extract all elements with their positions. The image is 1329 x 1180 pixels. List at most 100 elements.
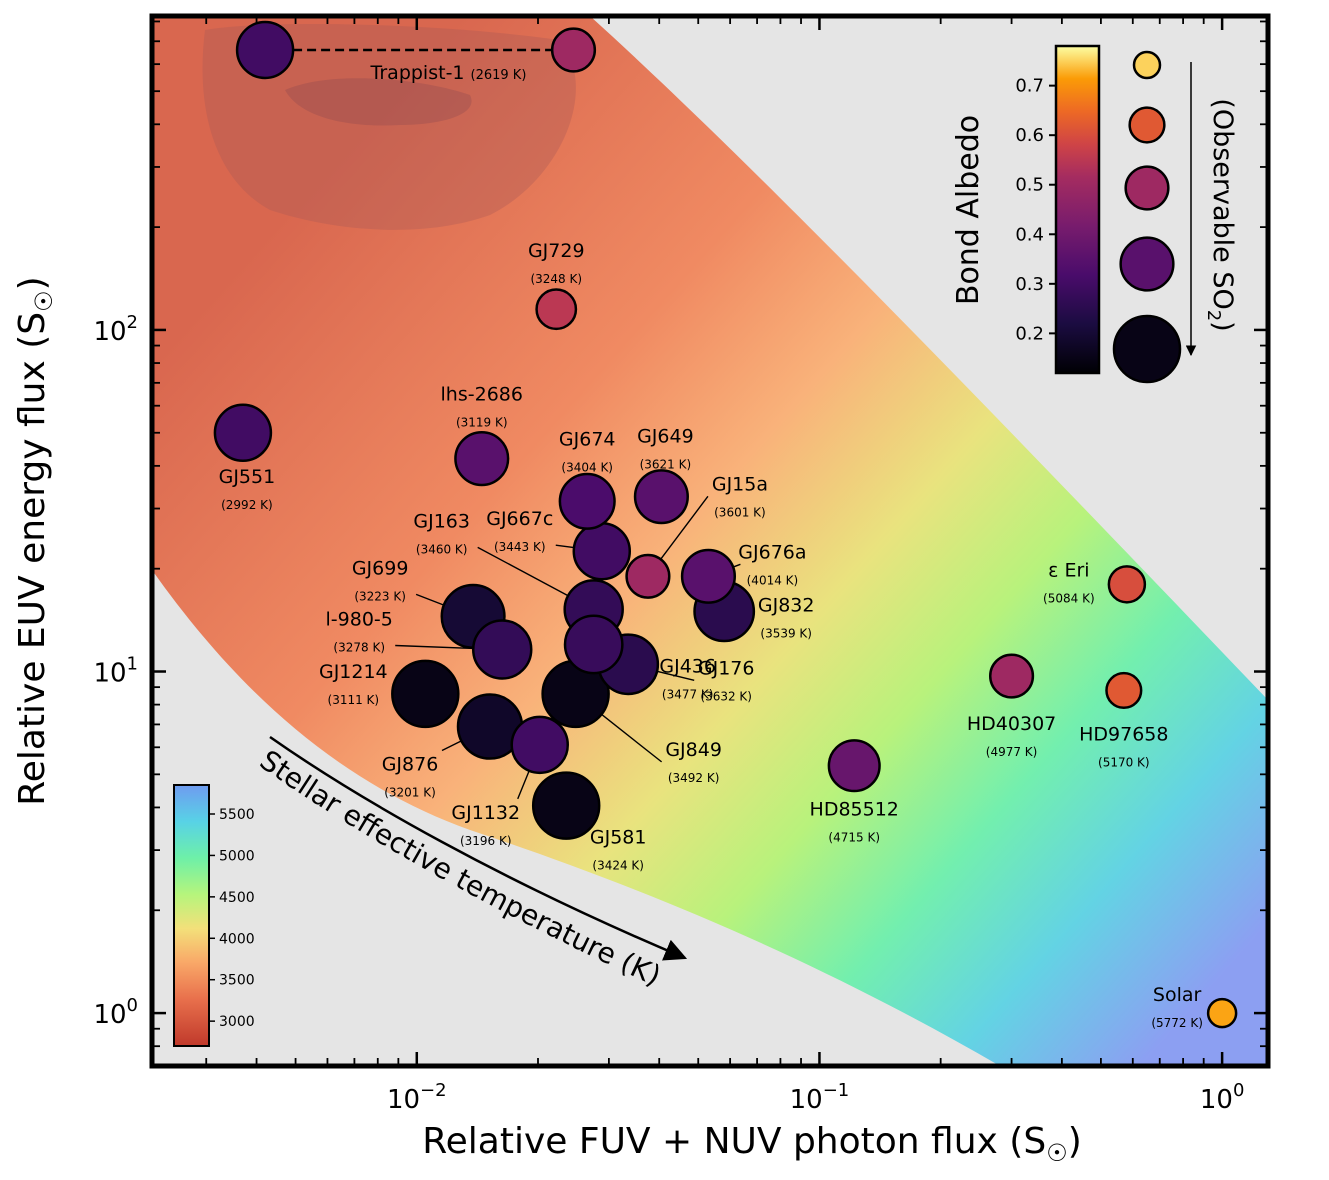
star-label-gj699: GJ699	[352, 557, 409, 579]
star-label-gj163: GJ163	[413, 510, 470, 532]
albedo-colorbar-gradient	[1054, 44, 1101, 375]
star-label-gj849: GJ849	[665, 739, 722, 761]
temperature-tick-label: 3500	[219, 973, 255, 989]
temperature-arrow	[269, 735, 688, 961]
albedo-colorbar: 0.2 0.3 0.4 0.5 0.6 0.7 Bond Albedo	[951, 44, 1101, 375]
star-label-lhs-2686: lhs-2686	[441, 384, 523, 406]
star-marker-solar	[1206, 997, 1238, 1029]
star-temp-gj15a: (3601 K)	[714, 505, 766, 519]
plot-frame	[149, 13, 1271, 1069]
x-tick-label: 100	[1200, 1080, 1245, 1115]
star-label-gj832: GJ832	[758, 594, 815, 616]
so2-legend-marker	[1128, 106, 1166, 144]
star-temp-l-980-5: (3278 K)	[333, 640, 385, 654]
temperature-tick-label: 4000	[219, 931, 255, 947]
star-label-gj674: GJ674	[559, 428, 616, 450]
star-label-hd40307: HD40307	[967, 713, 1056, 735]
star-marker-hd85512	[827, 739, 881, 793]
leader-gj876	[441, 740, 462, 752]
axis-ticks: 10−2 10−1 100 100 101 102	[93, 16, 1268, 1115]
temperature-tick-label: 4500	[219, 890, 255, 906]
x-tick-label: 10−1	[790, 1080, 850, 1115]
star-temp-gj1132: (3196 K)	[460, 834, 512, 848]
so2-legend-label: (Observable SO2)	[1203, 98, 1238, 331]
star-temp-ε-eri: (5084 K)	[1043, 591, 1095, 605]
star-temp-gj667c: (3443 K)	[494, 540, 546, 554]
albedo-tick-label: 0.5	[1015, 175, 1044, 196]
star-temp-hd40307: (4977 K)	[986, 745, 1038, 759]
star-marker-gj674	[558, 472, 616, 530]
star-marker-trappist-1	[235, 20, 295, 80]
leader-gj1132	[517, 770, 530, 800]
star-marker-l-980-5	[471, 619, 533, 680]
star-temp-gj699: (3223 K)	[354, 589, 406, 603]
star-marker-gj436	[563, 614, 624, 675]
star-labels: Trappist-1 (2619 K) GJ729 (3248 K) GJ551 (299…	[219, 62, 1203, 1030]
star-temp-gj676a: (4014 K)	[747, 573, 799, 587]
star-marker-gj581	[531, 771, 601, 840]
x-tick-label: 10−2	[387, 1080, 447, 1115]
y-tick-label: 101	[93, 654, 138, 689]
star-label-gj176: GJ176	[698, 657, 755, 679]
leader-gj676a	[732, 563, 741, 568]
star-temp-gj581: (3424 K)	[592, 859, 644, 873]
star-label-gj436: GJ436	[659, 655, 716, 677]
star-label-trappist-1: Trappist-1 (2619 K)	[370, 62, 527, 84]
so2-legend-marker	[1112, 314, 1182, 384]
albedo-tick-label: 0.7	[1015, 76, 1044, 97]
star-temp-gj674: (3404 K)	[561, 460, 613, 474]
so2-legend-marker	[1132, 50, 1162, 80]
star-label-ε-eri: ε Eri	[1048, 559, 1089, 581]
star-temp-solar: (5772 K)	[1151, 1016, 1203, 1030]
y-tick-label: 102	[93, 312, 138, 347]
albedo-tick-label: 0.4	[1015, 224, 1044, 245]
x-axis-title: Relative FUV + NUV photon flux (S☉)	[422, 1121, 1082, 1167]
star-temp-gj876: (3201 K)	[384, 786, 436, 800]
star-temp-lhs-2686: (3119 K)	[456, 416, 508, 430]
albedo-tick-label: 0.6	[1015, 125, 1044, 146]
leader-gj15a	[660, 495, 709, 560]
plot-area	[152, 16, 1268, 1066]
star-label-gj551: GJ551	[219, 466, 276, 488]
star-marker-gj1132	[510, 715, 569, 775]
star-temp-gj649: (3621 K)	[640, 458, 692, 472]
star-label-gj15a: GJ15a	[712, 473, 768, 495]
temperature-tick-label: 3000	[219, 1014, 255, 1030]
leader-gj176	[656, 670, 695, 681]
star-marker-hd40307	[988, 653, 1035, 699]
leader-l-980-5	[395, 644, 474, 650]
cool-dark-region	[202, 24, 576, 230]
cool-dark-core	[285, 78, 472, 126]
temperature-colorbar-gradient	[173, 784, 210, 1047]
star-temp-gj1214: (3111 K)	[328, 693, 380, 707]
so2-size-legend	[1112, 50, 1182, 384]
star-temp-hd85512: (4715 K)	[828, 831, 880, 845]
star-temp-gj176: (3632 K)	[700, 689, 752, 703]
leader-gj699	[415, 593, 445, 606]
leader-gj667c	[555, 544, 575, 549]
star-temp-gj849: (3492 K)	[668, 771, 720, 785]
star-marker-gj15a	[625, 553, 671, 599]
star-label-gj876: GJ876	[382, 754, 439, 776]
star-marker-hd97658	[1105, 671, 1143, 710]
leader-gj163	[477, 546, 569, 597]
star-label-gj667c: GJ667c	[486, 508, 553, 530]
star-marker-gj676a	[680, 548, 737, 604]
star-label-gj1214: GJ1214	[319, 661, 388, 683]
albedo-colorbar-ticks: 0.2 0.3 0.4 0.5 0.6 0.7	[1015, 76, 1056, 344]
temperature-tick-label: 5500	[219, 807, 255, 823]
star-marker-ε-eri	[1107, 565, 1147, 604]
star-label-gj649: GJ649	[637, 426, 694, 448]
star-label-solar: Solar	[1153, 984, 1202, 1006]
star-marker-trappist-1	[550, 27, 597, 73]
star-label-gj676a: GJ676a	[738, 541, 806, 563]
star-label-gj1132: GJ1132	[451, 802, 520, 824]
temperature-colorbar-ticks: 3000 3500 4000 4500 5000 5500	[209, 807, 255, 1030]
star-label-gj729: GJ729	[528, 240, 585, 262]
star-temp-gj163: (3460 K)	[416, 542, 468, 556]
star-marker-gj551	[213, 403, 273, 463]
y-axis-title: Relative EUV energy flux (S☉)	[12, 276, 58, 805]
star-marker-gj649	[633, 469, 689, 525]
y-tick-label: 100	[93, 995, 138, 1030]
